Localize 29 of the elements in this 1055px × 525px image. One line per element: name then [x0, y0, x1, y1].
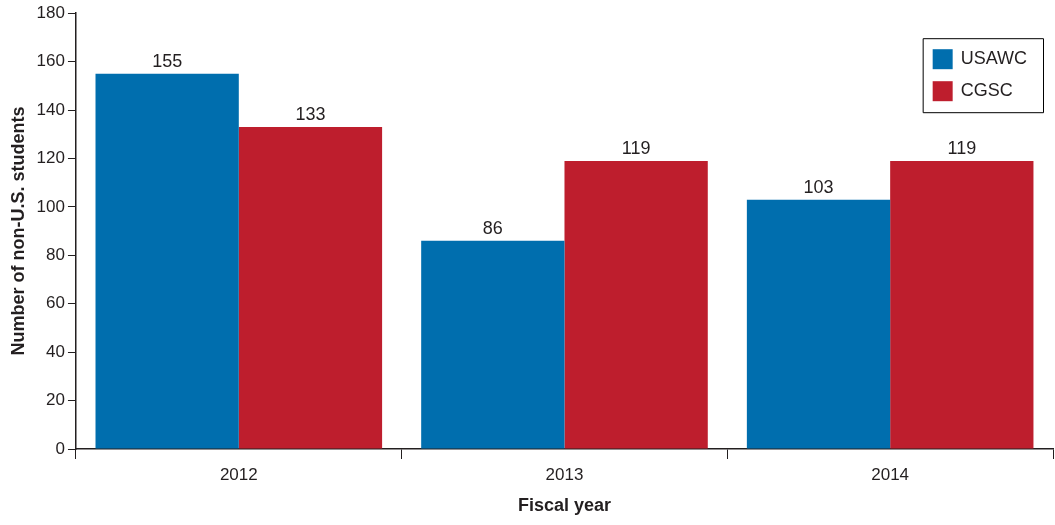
- x-axis-title: Fiscal year: [517, 495, 612, 516]
- y-tick-label: 60: [46, 293, 65, 313]
- y-tick-label: 180: [36, 2, 65, 22]
- y-tick-label: 160: [36, 51, 65, 71]
- y-axis-title: Number of non-U.S. students: [7, 106, 28, 356]
- data-label: 119: [947, 137, 977, 158]
- y-tick-label: 120: [36, 148, 65, 168]
- legend-label: USAWC: [960, 48, 1028, 69]
- y-tick-label: 140: [36, 99, 65, 119]
- y-tick-label: 20: [46, 390, 65, 410]
- bar: [421, 240, 565, 449]
- data-label: 103: [803, 176, 834, 197]
- x-tick-label: 2013: [545, 464, 584, 484]
- y-tick-label: 100: [36, 196, 65, 216]
- data-label: 119: [621, 137, 651, 158]
- x-tick-label: 2012: [219, 464, 258, 484]
- data-label: 155: [152, 50, 183, 71]
- x-tick-label: 2014: [871, 464, 910, 484]
- data-label: 86: [482, 217, 503, 238]
- data-label: 133: [295, 103, 326, 124]
- bar: [890, 160, 1034, 449]
- y-tick-label: 0: [55, 438, 65, 458]
- bar: [95, 73, 239, 449]
- y-tick-label: 80: [46, 245, 65, 264]
- y-tick-label: 40: [46, 341, 65, 361]
- bar: [746, 199, 891, 449]
- bar: [238, 126, 383, 449]
- bar: [564, 160, 708, 449]
- legend-label: CGSC: [960, 80, 1013, 101]
